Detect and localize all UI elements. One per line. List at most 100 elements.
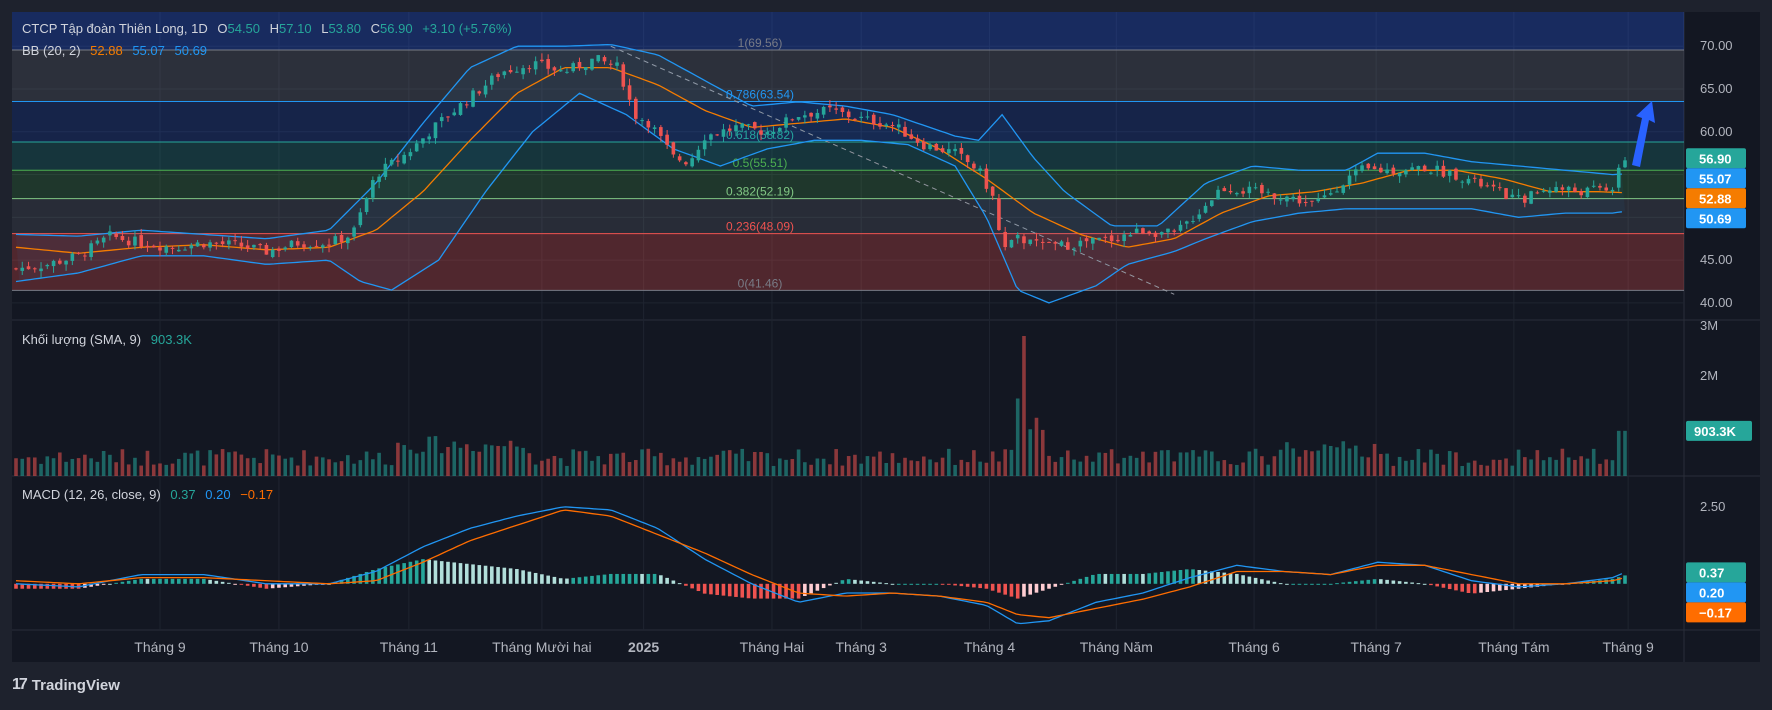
symbol-title[interactable]: CTCP Tập đoàn Thiên Long, 1D: [22, 21, 208, 36]
bb-upper-value: 55.07: [132, 43, 165, 58]
candle-body: [358, 212, 363, 226]
volume-bar: [45, 456, 50, 476]
candle-body: [314, 245, 319, 247]
candle-body: [558, 70, 563, 72]
volume-bar: [765, 453, 770, 476]
macd-histogram-bar: [108, 583, 112, 585]
candle-body: [133, 236, 137, 246]
candle-body: [565, 71, 569, 73]
volume-bar: [76, 458, 81, 476]
volume-bar: [252, 457, 256, 476]
volume-bar: [414, 453, 419, 476]
macd-histogram-bar: [339, 579, 344, 584]
volume-bar: [120, 449, 125, 476]
volume-bar: [64, 461, 68, 476]
candle-body: [1128, 234, 1133, 237]
candle-body: [1172, 230, 1177, 232]
macd-histogram-bar: [990, 583, 995, 591]
macd-histogram-bar: [796, 583, 801, 599]
volume-bar: [1616, 430, 1621, 476]
macd-histogram-bar: [95, 583, 100, 586]
volume-bar: [1366, 457, 1371, 476]
macd-histogram-bar: [540, 574, 544, 584]
macd-histogram-bar: [421, 559, 425, 584]
candle-body: [552, 67, 557, 71]
candle-body: [151, 245, 156, 248]
close-value: 56.90: [380, 21, 413, 36]
macd-histogram-bar: [1134, 573, 1139, 584]
macd-histogram-bar: [765, 583, 770, 599]
candle-body: [1497, 187, 1502, 189]
volume-bar: [1491, 459, 1496, 476]
candle-body: [778, 127, 782, 132]
candle-body: [464, 104, 469, 106]
candle-body: [915, 138, 920, 143]
up-arrow-icon[interactable]: [1632, 101, 1655, 167]
candle-body: [1141, 228, 1145, 234]
macd-histogram-bar: [20, 583, 25, 589]
volume-bar: [878, 451, 882, 476]
macd-histogram-bar: [552, 576, 557, 584]
volume-label[interactable]: Khối lượng (SMA, 9): [22, 332, 142, 347]
macd-histogram-bar: [940, 583, 945, 585]
volume-bar: [972, 450, 976, 476]
macd-histogram-bar: [26, 583, 31, 589]
volume-bar: [1153, 451, 1158, 476]
tradingview-logo[interactable]: 17 TradingView: [12, 676, 120, 694]
price-label: 52.88: [1699, 191, 1732, 206]
volume-bar: [1053, 461, 1058, 476]
volume-bar: [690, 464, 694, 476]
y-tick-label: 65.00: [1700, 81, 1733, 96]
macd-histogram-bar: [483, 565, 488, 584]
volume-bar: [183, 452, 187, 476]
macd-histogram-bar: [32, 583, 37, 589]
volume-bar: [214, 454, 219, 476]
candle-body: [302, 244, 306, 248]
candle-body: [1404, 170, 1408, 175]
candle-body: [1022, 236, 1026, 244]
volume-bar: [145, 450, 150, 476]
macd-histogram-bar: [1353, 581, 1358, 584]
volume-bar: [834, 449, 838, 476]
candle-body: [1209, 200, 1214, 206]
volume-bar: [828, 464, 832, 476]
macd-histogram-bar: [727, 583, 732, 597]
macd-histogram-bar: [183, 578, 187, 584]
macd-label[interactable]: MACD (12, 26, close, 9): [22, 487, 161, 502]
candle-body: [320, 245, 325, 248]
volume-bar: [734, 453, 738, 476]
candle-body: [1566, 186, 1571, 191]
macd-histogram-bar: [1491, 583, 1496, 592]
candle-body: [1554, 187, 1558, 192]
bb-label[interactable]: BB (20, 2): [22, 43, 81, 58]
candle-body: [126, 240, 131, 246]
macd-histogram-bar: [840, 580, 845, 584]
fibonacci-retracement[interactable]: 1(69.56) 0.786(63.54) 0.618(58.82) 0.5(55.5…: [12, 12, 1684, 295]
fib-label: 1(69.56): [738, 36, 783, 50]
macd-histogram-bar: [1266, 580, 1270, 584]
macd-histogram-bar: [1141, 573, 1145, 584]
candle-body: [452, 112, 457, 116]
candle-body: [1604, 187, 1609, 191]
macd-histogram-bar: [1391, 580, 1396, 584]
macd-histogram-bar: [283, 583, 288, 588]
macd-histogram-bar: [452, 562, 457, 584]
candle-body: [1623, 160, 1627, 168]
macd-histogram-bar: [446, 561, 450, 584]
macd-histogram-bar: [702, 583, 707, 594]
candle-body: [1241, 191, 1245, 194]
candle-body: [1310, 200, 1314, 202]
macd-histogram-bar: [671, 580, 676, 584]
volume-bar: [671, 458, 676, 476]
candle-body: [834, 108, 838, 110]
candle-body: [803, 115, 807, 118]
macd-histogram-bar: [1166, 571, 1170, 584]
price-label: 56.90: [1699, 151, 1732, 166]
candle-body: [1535, 192, 1540, 194]
macd-histogram-bar: [158, 578, 162, 584]
candle-body: [1516, 195, 1521, 197]
volume-bar: [583, 450, 588, 476]
volume-bar: [659, 452, 663, 476]
